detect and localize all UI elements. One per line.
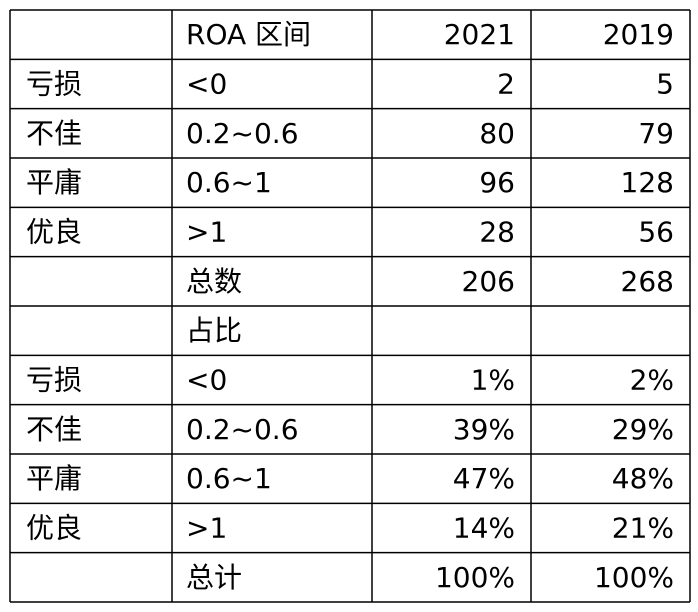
cell-text: >1	[186, 512, 227, 545]
cell-text: 48%	[612, 462, 674, 495]
cell-text: <0	[186, 68, 227, 101]
cell-text: 5	[656, 68, 674, 101]
cell-text: 平庸	[26, 166, 82, 199]
cell-text: 56	[638, 216, 674, 249]
cell-text: 28	[479, 216, 515, 249]
cell-text: 1%	[471, 364, 515, 397]
cell-text: 不佳	[26, 117, 82, 150]
cell-text: 0.6~1	[186, 462, 272, 495]
cell-text: 29%	[612, 413, 674, 446]
cell-text: 总数	[186, 265, 242, 298]
cell-text: 2021	[444, 18, 515, 51]
cell-text: 占比	[186, 314, 242, 347]
cell-text: 0.2~0.6	[186, 413, 299, 446]
cell-text: 亏损	[26, 364, 82, 397]
cell-text: 优良	[26, 216, 82, 249]
cell-text: 79	[638, 117, 674, 150]
cell-text: 2	[497, 68, 515, 101]
cell-text: 47%	[453, 462, 515, 495]
cell-text: >1	[186, 216, 227, 249]
cell-text: 0.6~1	[186, 166, 272, 199]
cell-text: 优良	[26, 512, 82, 545]
cell-text: 268	[621, 265, 674, 298]
cell-text: 平庸	[26, 462, 82, 495]
cell-text: 亏损	[26, 68, 82, 101]
cell-text: 39%	[453, 413, 515, 446]
cell-text: 21%	[612, 512, 674, 545]
cell-text: 2%	[630, 364, 674, 397]
cell-text: ROA 区间	[186, 18, 311, 51]
cell-text: 14%	[453, 512, 515, 545]
cell-text: <0	[186, 364, 227, 397]
cell-text: 100%	[594, 561, 674, 594]
cell-text: 总计	[186, 561, 242, 594]
cell-text: 80	[479, 117, 515, 150]
cell-text: 96	[479, 166, 515, 199]
cell-text: 0.2~0.6	[186, 117, 299, 150]
cell-text: 不佳	[26, 413, 82, 446]
cell-text: 2019	[603, 18, 674, 51]
cell-text: 128	[621, 166, 674, 199]
cell-text: 206	[462, 265, 515, 298]
cell-text: 100%	[435, 561, 515, 594]
